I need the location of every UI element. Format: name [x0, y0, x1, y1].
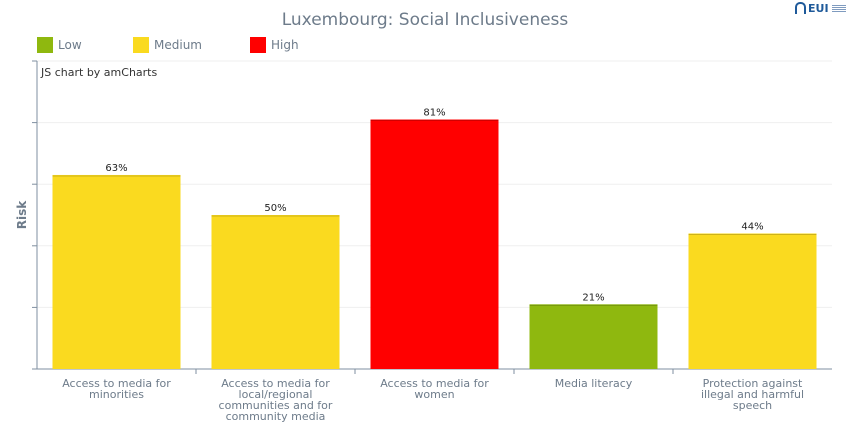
legend-swatch-high	[250, 37, 266, 53]
legend-item-low[interactable]: Low	[37, 36, 82, 54]
eui-logo: EUI	[795, 1, 847, 15]
amcharts-credit[interactable]: JS chart by amCharts	[41, 66, 158, 79]
bar	[529, 304, 658, 369]
bar	[370, 119, 499, 370]
logo-text: EUI	[808, 1, 829, 15]
bar	[688, 233, 817, 369]
legend-swatch-low	[37, 37, 53, 53]
legend-swatch-medium	[133, 37, 149, 53]
data-label: 81%	[423, 108, 445, 119]
category-label: Media literacy	[555, 377, 633, 390]
category-label: Access to media for women	[380, 377, 489, 401]
category-label: Access to media for local/regional communi…	[219, 377, 333, 423]
category-label: Protection against illegal and harmful spe…	[701, 377, 804, 412]
logo-lines-icon	[831, 4, 846, 12]
chart-title: Luxembourg: Social Inclusiveness	[281, 10, 569, 30]
bar	[211, 215, 340, 369]
bar	[52, 174, 181, 369]
data-label: 63%	[105, 163, 127, 174]
legend-label-medium: Medium	[154, 38, 202, 52]
legend-label-high: High	[271, 38, 299, 52]
logo-arch-icon	[795, 2, 806, 14]
legend-item-medium[interactable]: Medium	[133, 36, 202, 54]
data-label: 21%	[582, 292, 604, 303]
legend-label-low: Low	[58, 38, 82, 52]
category-label: Access to media for minorities	[62, 377, 171, 401]
y-axis-label: Risk	[15, 200, 29, 229]
legend-item-high[interactable]: High	[250, 36, 299, 54]
data-label: 50%	[264, 203, 286, 214]
data-label: 44%	[741, 221, 763, 232]
